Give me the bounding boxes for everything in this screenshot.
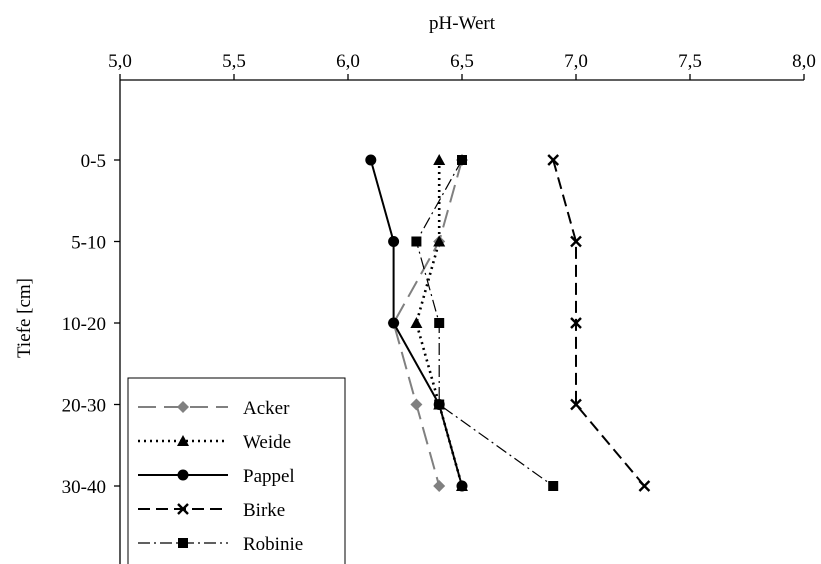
x-tick-label: 8,0 (792, 51, 816, 72)
legend-label: Pappel (243, 466, 295, 487)
y-tick-label: 0-5 (81, 151, 106, 172)
x-tick-label: 5,0 (108, 51, 132, 72)
legend-label: Acker (243, 398, 290, 419)
series-line-birke (552, 159, 646, 487)
y-tick-label: 30-40 (62, 477, 106, 498)
x-tick-label: 6,0 (336, 51, 360, 72)
data-point-pappel (456, 480, 468, 492)
x-tick-labels: 5,0 5,5 6,0 6,5 7,0 7,5 8,0 (108, 51, 816, 80)
legend-marker (177, 469, 189, 481)
series-layer (365, 154, 651, 492)
data-point-acker (410, 398, 423, 411)
series-line-weide (415, 160, 464, 487)
data-point-weide (433, 235, 446, 247)
legend-item-acker: Acker (138, 398, 290, 419)
data-point-birke (570, 317, 582, 329)
x-tick-label: 7,5 (678, 51, 702, 72)
legend-label: Robinie (243, 534, 303, 555)
legend-item-robinie: Robinie (138, 534, 303, 555)
y-tick-label: 20-30 (62, 396, 106, 417)
legend-item-weide: Weide (138, 432, 291, 453)
series-birke (547, 154, 651, 492)
legend-marker (177, 401, 189, 413)
data-point-birke (570, 398, 582, 411)
y-tick-label: 5-10 (71, 233, 106, 254)
data-point-robinie (434, 399, 445, 410)
x-tick-label: 6,5 (450, 51, 474, 72)
series-line-acker (392, 159, 463, 487)
y-axis-title: Tiefe [cm] (14, 278, 35, 358)
data-point-robinie (457, 155, 467, 165)
x-tick-label: 5,5 (222, 51, 246, 72)
legend-box (127, 377, 346, 564)
data-point-robinie (411, 236, 422, 247)
x-axis-title: pH-Wert (429, 13, 496, 34)
series-acker (387, 154, 468, 492)
legend-marker (178, 538, 188, 548)
data-point-birke (570, 235, 582, 248)
y-tick-labels: 0-5 5-10 10-20 20-30 30-40 (62, 151, 120, 498)
data-point-acker (433, 480, 446, 492)
data-point-birke (547, 154, 560, 166)
data-point-weide (433, 154, 446, 165)
data-point-pappel (388, 236, 400, 247)
y-tick-label: 10-20 (62, 314, 106, 335)
data-point-weide (410, 317, 423, 328)
legend-label: Weide (243, 432, 291, 453)
data-point-pappel (388, 317, 400, 329)
legend-item-birke: Birke (138, 500, 285, 521)
data-point-robinie (548, 481, 559, 491)
data-point-robinie (434, 318, 445, 328)
legend-marker (177, 435, 189, 446)
data-point-birke (638, 480, 651, 492)
legend-label: Birke (243, 500, 285, 521)
data-point-pappel (365, 154, 377, 166)
series-robinie (411, 155, 559, 491)
legend-marker (177, 503, 189, 515)
legend-item-pappel: Pappel (138, 466, 295, 487)
x-tick-label: 7,0 (564, 51, 588, 72)
legend: Acker Weide Pappel Birke Robinie (127, 377, 346, 564)
